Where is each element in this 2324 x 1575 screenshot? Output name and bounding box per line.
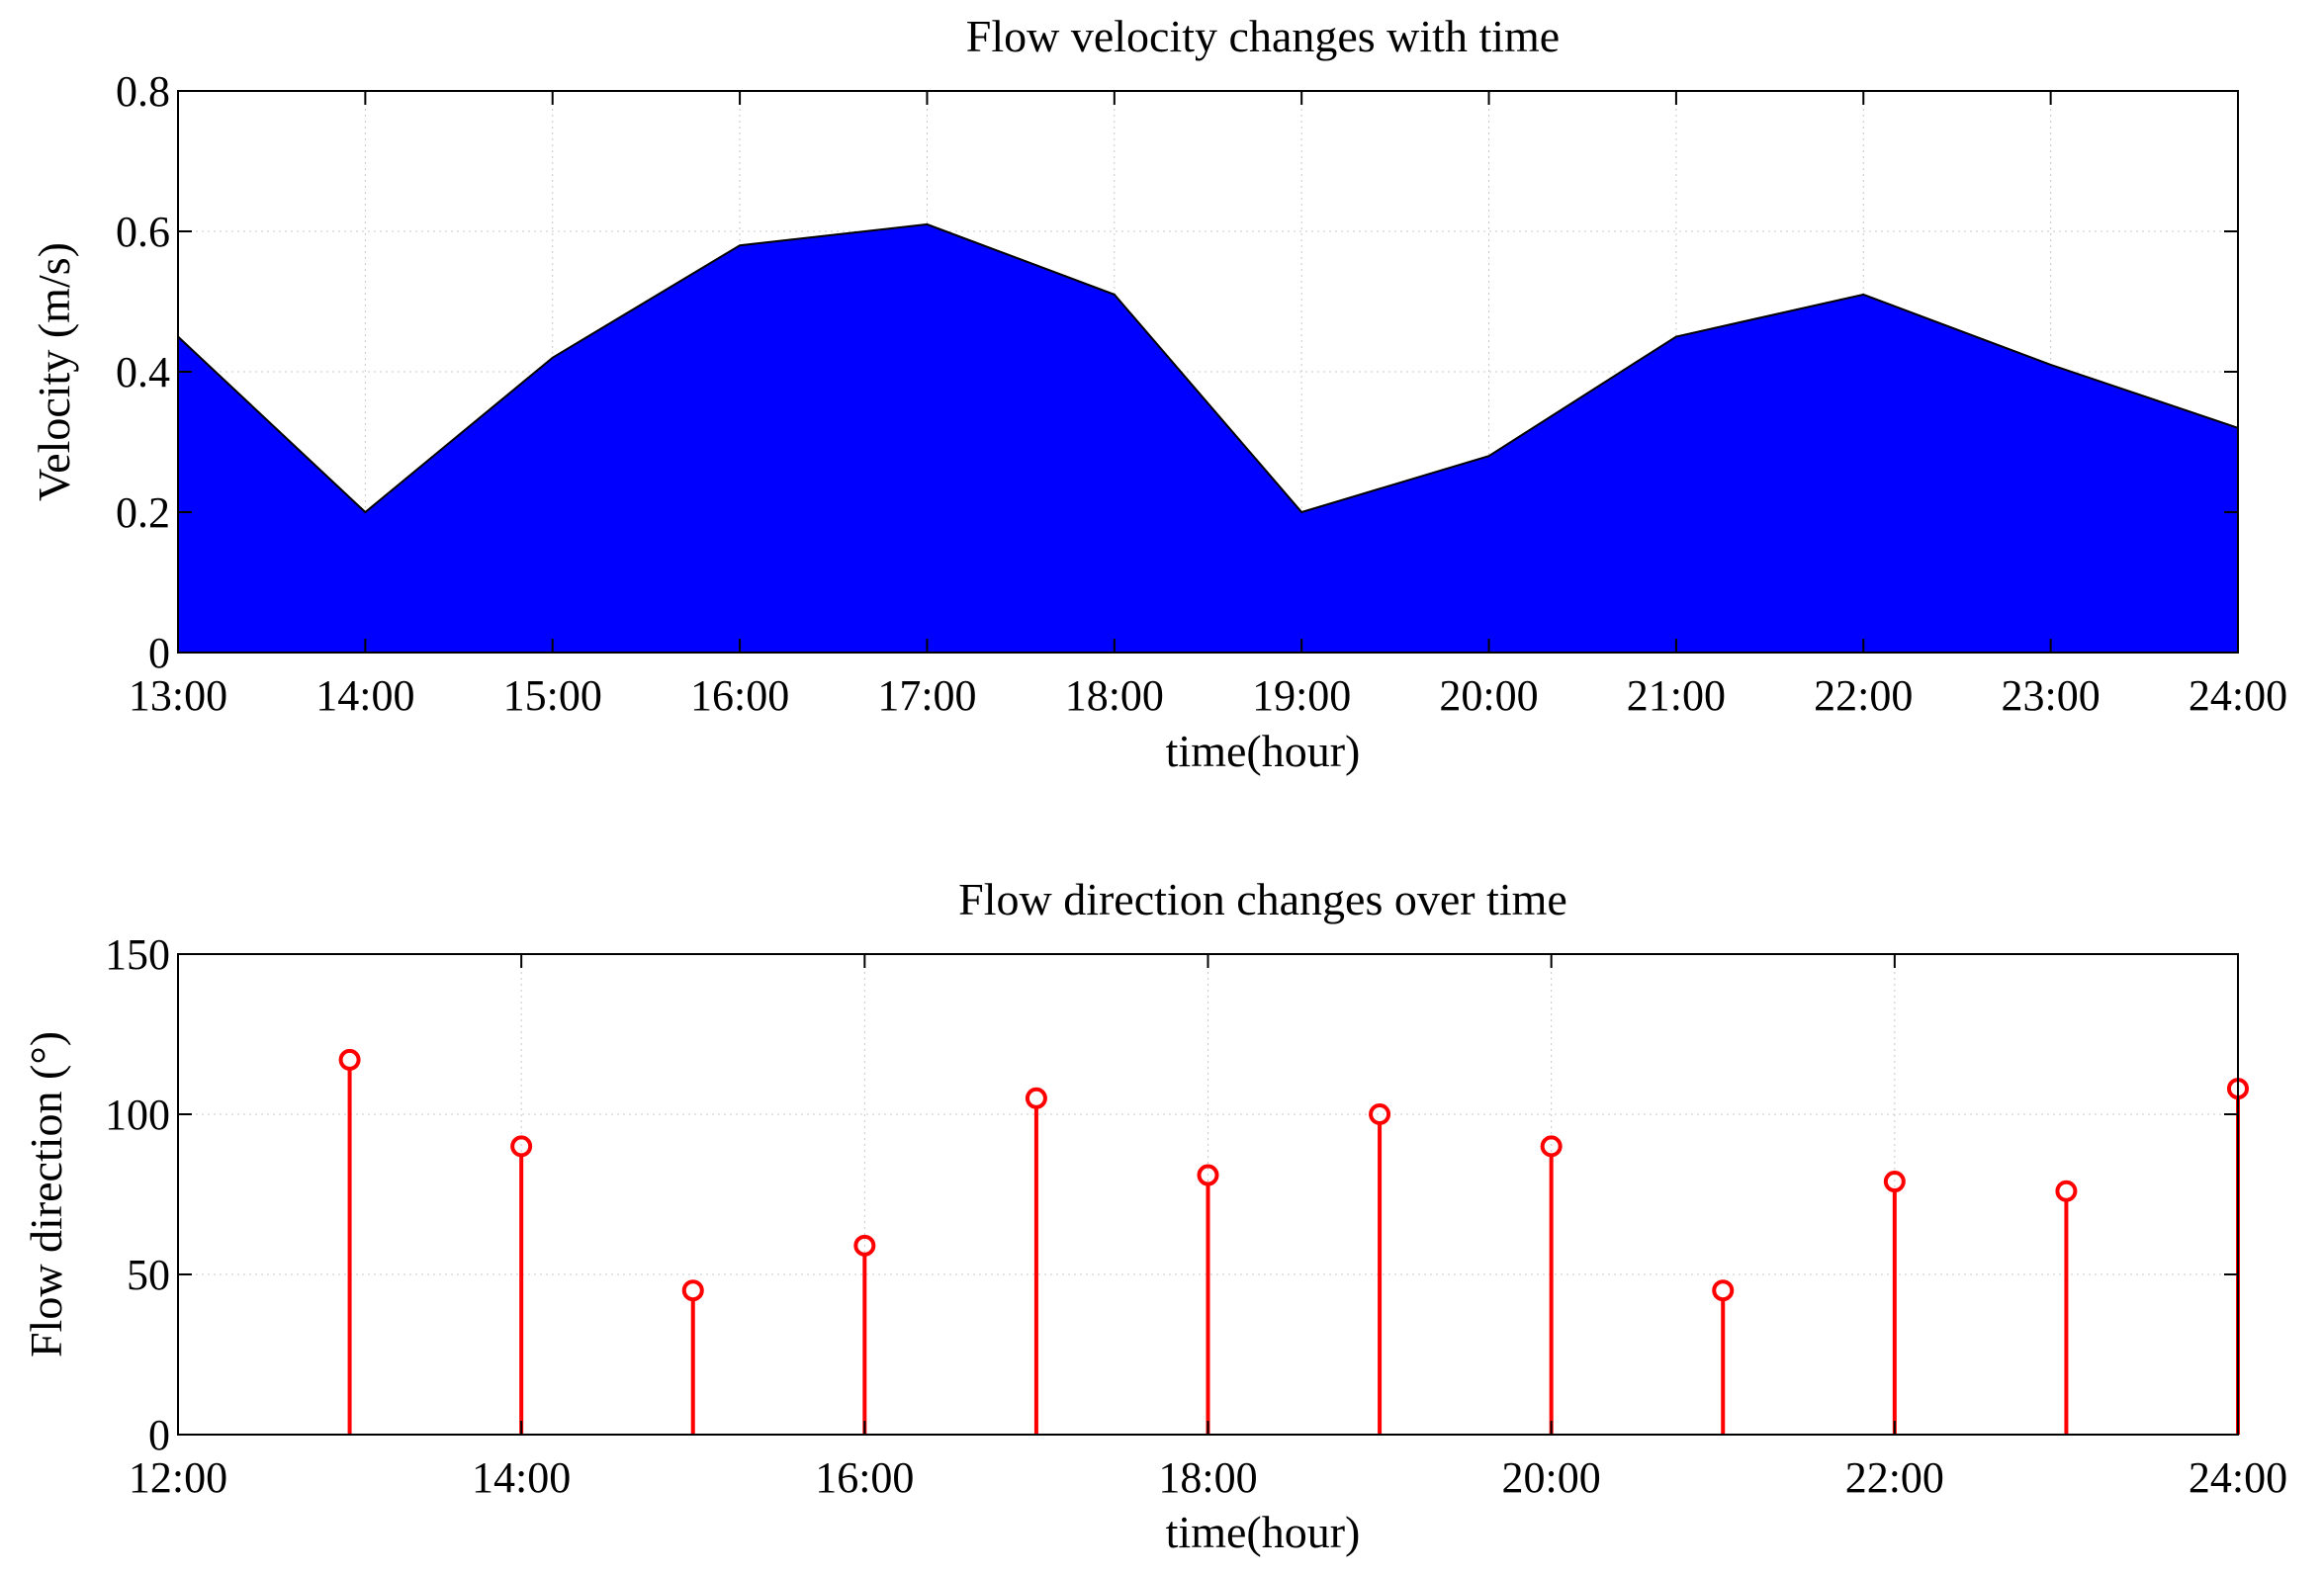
direction-x-tick-label: 22:00 (1845, 1453, 1944, 1502)
direction-stem-marker (1540, 1135, 1563, 1158)
direction-stem-marker (1883, 1171, 1906, 1193)
direction-y-axis-label: Flow direction (°) (21, 1031, 71, 1357)
direction-stem-marker (2055, 1180, 2078, 1202)
velocity-y-tick-label: 0 (148, 629, 170, 677)
direction-stem-marker (338, 1048, 361, 1071)
direction-chart-title: Flow direction changes over time (958, 874, 1567, 924)
direction-x-axis-label: time(hour) (1166, 1507, 1361, 1557)
velocity-x-tick-label: 23:00 (2002, 671, 2101, 720)
velocity-x-tick-label: 13:00 (129, 671, 227, 720)
velocity-x-tick-label: 18:00 (1065, 671, 1164, 720)
direction-x-tick-label: 16:00 (815, 1453, 914, 1502)
velocity-x-tick-label: 15:00 (503, 671, 602, 720)
velocity-x-tick-label: 24:00 (2189, 671, 2287, 720)
velocity-x-axis-label: time(hour) (1166, 726, 1361, 776)
velocity-area-fill (178, 223, 2238, 653)
direction-stem-marker (1025, 1087, 1047, 1109)
direction-x-tick-label: 14:00 (472, 1453, 571, 1502)
velocity-x-tick-label: 16:00 (690, 671, 789, 720)
velocity-chart: Flow velocity changes with time 13:00 14:… (29, 11, 2287, 776)
direction-stem-marker (1369, 1103, 1391, 1125)
direction-y-tick-label: 50 (127, 1251, 170, 1299)
velocity-area-line (177, 222, 2239, 514)
direction-y-tick-label: 150 (105, 930, 170, 979)
velocity-x-tick-label: 17:00 (877, 671, 976, 720)
direction-stem-marker (853, 1234, 876, 1257)
velocity-x-tick-label: 20:00 (1439, 671, 1538, 720)
direction-x-tick-label: 12:00 (129, 1453, 227, 1502)
direction-y-tick-label: 0 (148, 1411, 170, 1459)
direction-x-tick-label: 24:00 (2189, 1453, 2287, 1502)
velocity-y-tick-label: 0.8 (116, 67, 170, 116)
velocity-y-tick-label: 0.2 (116, 488, 170, 537)
direction-chart: Flow direction changes over time 12:00 14… (21, 874, 2287, 1557)
direction-x-tick-label: 20:00 (1502, 1453, 1601, 1502)
direction-y-tick-label: 100 (105, 1091, 170, 1139)
direction-stem-marker (510, 1135, 533, 1158)
direction-ticks: 12:00 14:00 16:00 18:00 20:00 22:00 24:00 0 50 10… (105, 930, 2287, 1502)
direction-stem-marker (681, 1279, 704, 1302)
velocity-y-axis-label: Velocity (m/s) (29, 242, 79, 501)
velocity-area-series (177, 222, 2239, 653)
velocity-x-tick-label: 21:00 (1627, 671, 1726, 720)
direction-x-tick-label: 18:00 (1158, 1453, 1257, 1502)
velocity-y-tick-label: 0.6 (116, 208, 170, 256)
velocity-chart-title: Flow velocity changes with time (966, 11, 1560, 61)
velocity-y-tick-label: 0.4 (116, 348, 170, 396)
velocity-x-tick-label: 22:00 (1814, 671, 1913, 720)
direction-stem-marker (1712, 1279, 1735, 1302)
direction-stem-marker (1197, 1164, 1219, 1186)
velocity-x-tick-label: 14:00 (315, 671, 414, 720)
velocity-x-tick-label: 19:00 (1252, 671, 1351, 720)
velocity-ticks: 13:00 14:00 15:00 16:00 17:00 18:00 19:00 20:00… (116, 67, 2287, 720)
